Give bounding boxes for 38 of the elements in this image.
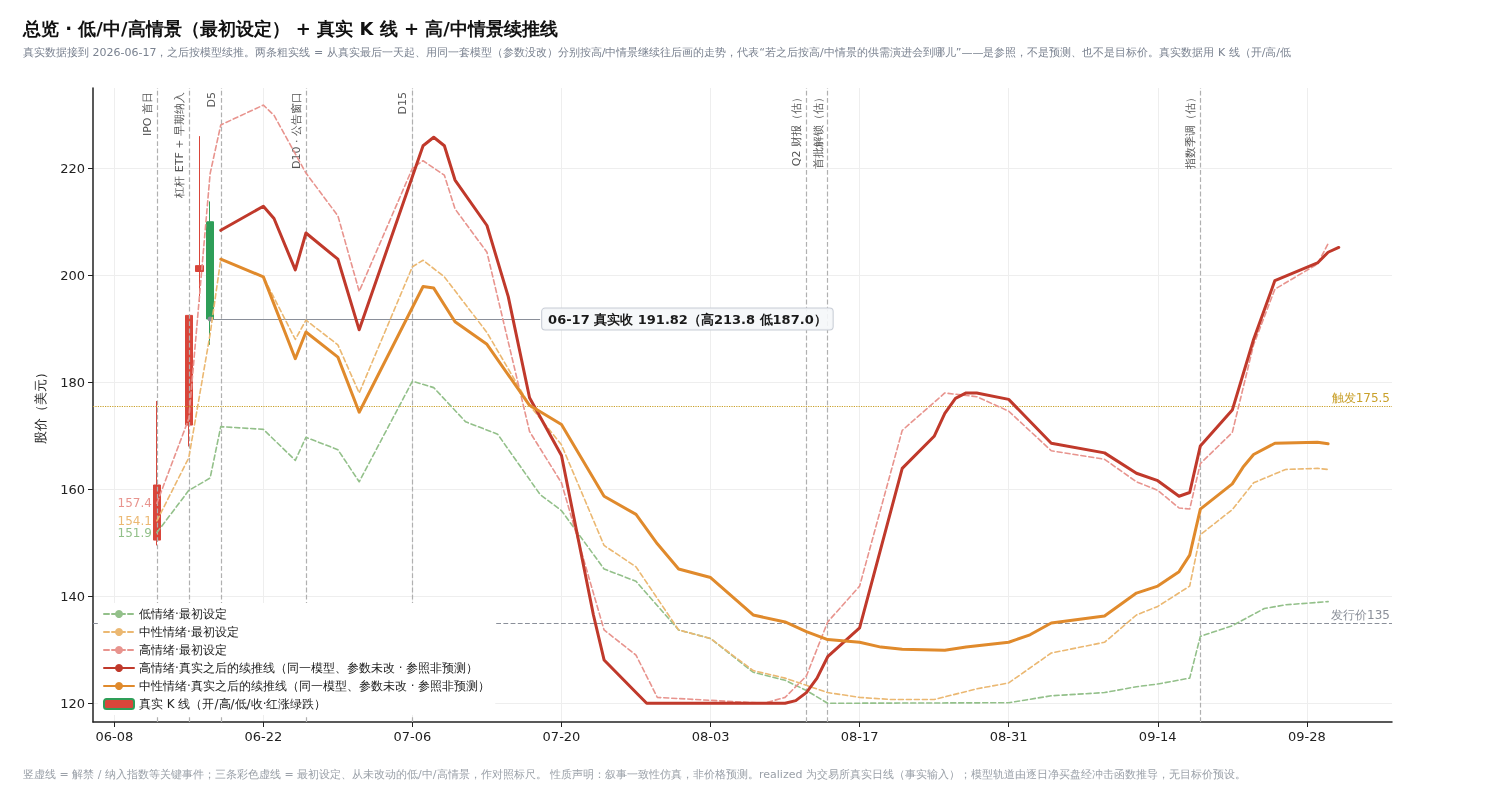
- x-tick-label: 06-08: [95, 729, 134, 744]
- legend-label: 高情绪·真实之后的续推线（同一模型、参数未改 · 参照非预测）: [139, 661, 479, 675]
- ref-line-label: D10 · 公告窗口: [289, 92, 303, 169]
- x-tick-label: 07-06: [393, 729, 432, 744]
- ref-line-label: 首批解锁（估）: [811, 92, 825, 169]
- data-label: 151.9: [117, 525, 152, 540]
- y-tick-label: 180: [60, 374, 85, 390]
- ref-line-label: 触发175.5: [1331, 391, 1390, 406]
- y-tick-label: 160: [60, 481, 85, 497]
- legend-label: 中性情绪·最初设定: [139, 625, 239, 639]
- y-axis-title: 股价（美元）: [33, 366, 48, 444]
- legend-label: 低情绪·最初设定: [139, 607, 227, 621]
- y-tick-label: 140: [60, 588, 85, 604]
- y-tick-label: 220: [60, 160, 85, 176]
- ref-line-label: D15: [396, 92, 410, 115]
- data-label: 154.1: [117, 513, 152, 528]
- legend-label: 中性情绪·真实之后的续推线（同一模型、参数未改 · 参照非预测）: [139, 679, 491, 693]
- ref-line-label: IPO 首日: [140, 92, 154, 137]
- ref-line-label: 指数季调（估）: [1184, 92, 1198, 170]
- chart-title: 总览 · 低/中/高情景（最初设定） + 真实 K 线 + 高/中情景续推线: [22, 17, 558, 39]
- x-tick-label: 08-03: [691, 729, 730, 744]
- ref-line-label: D5: [204, 92, 218, 108]
- ref-line-label: Q2 财报（估）: [790, 92, 804, 167]
- legend-label: 高情绪·最初设定: [139, 643, 227, 657]
- ref-line-label: 发行价135: [1331, 608, 1390, 623]
- x-tick-label: 09-14: [1138, 729, 1177, 744]
- ref-line-label: 杠杆 ETF + 早期纳入: [172, 92, 186, 199]
- x-tick-label: 08-17: [840, 729, 879, 744]
- x-tick-label: 06-22: [244, 729, 283, 744]
- y-tick-label: 200: [60, 267, 85, 283]
- x-tick-label: 09-28: [1287, 729, 1326, 744]
- x-tick-label: 08-31: [989, 729, 1028, 744]
- chart-subtitle: 真实数据接到 2026-06-17，之后按模型续推。两条粗实线 = 从真实最后一天起、用同一套模型（参数没改）分别按高/中情景继续往后画的走势，代表“若之后按高/中情景的供需演进会到哪儿”——是参照，不是预测、也不是目标价。真实数据用 K 线（开/高/低: [23, 46, 1292, 59]
- legend-label: 真实 K 线（开/高/低/收·红涨绿跌）: [139, 697, 327, 711]
- data-label: 157.4: [117, 496, 152, 511]
- x-tick-label: 07-20: [542, 729, 581, 744]
- annotation: 06-17 真实收 191.82（高213.8 低187.0）: [548, 311, 827, 327]
- y-tick-label: 120: [60, 695, 85, 711]
